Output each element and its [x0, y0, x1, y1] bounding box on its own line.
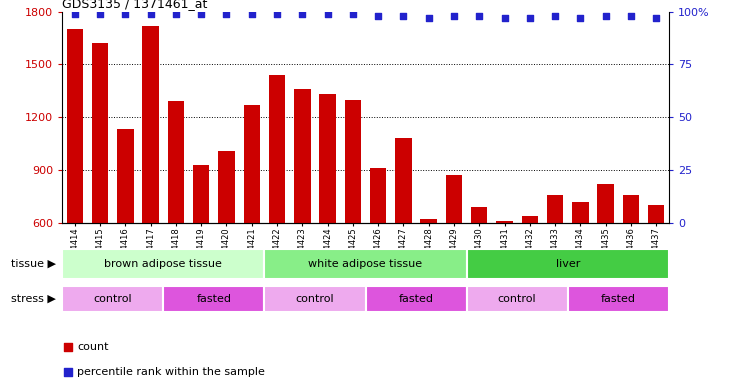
- Bar: [466, 286, 568, 311]
- Bar: [294, 89, 311, 223]
- Text: brown adipose tissue: brown adipose tissue: [105, 259, 222, 269]
- Bar: [648, 205, 664, 223]
- Text: stress ▶: stress ▶: [11, 293, 56, 304]
- Point: [221, 10, 232, 17]
- Text: control: control: [94, 293, 132, 304]
- Bar: [193, 165, 209, 223]
- Point: [271, 10, 283, 17]
- Bar: [163, 286, 265, 311]
- Point: [145, 10, 156, 17]
- Bar: [420, 219, 437, 223]
- Text: white adipose tissue: white adipose tissue: [308, 259, 423, 269]
- Bar: [265, 286, 366, 311]
- Point: [170, 10, 182, 17]
- Point: [448, 13, 460, 19]
- Bar: [568, 286, 669, 311]
- Point: [414, 243, 426, 249]
- Bar: [319, 94, 336, 223]
- Bar: [269, 75, 285, 223]
- Point: [69, 10, 80, 17]
- Bar: [117, 129, 134, 223]
- Bar: [370, 168, 387, 223]
- Bar: [623, 195, 639, 223]
- Bar: [496, 221, 512, 223]
- Text: fasted: fasted: [398, 293, 433, 304]
- Point: [575, 15, 586, 21]
- Bar: [597, 184, 614, 223]
- Bar: [547, 195, 564, 223]
- Point: [347, 10, 359, 17]
- Bar: [167, 101, 184, 223]
- Bar: [522, 216, 538, 223]
- Bar: [344, 99, 361, 223]
- Bar: [471, 207, 488, 223]
- Point: [600, 13, 612, 19]
- Text: GDS3135 / 1371461_at: GDS3135 / 1371461_at: [62, 0, 208, 10]
- Bar: [395, 138, 412, 223]
- Point: [94, 10, 106, 17]
- Point: [246, 10, 257, 17]
- Bar: [219, 151, 235, 223]
- Point: [414, 16, 426, 22]
- Bar: [572, 202, 588, 223]
- Bar: [62, 286, 163, 311]
- Point: [297, 10, 308, 17]
- Bar: [62, 249, 265, 279]
- Point: [499, 15, 510, 21]
- Text: fasted: fasted: [601, 293, 636, 304]
- Bar: [446, 175, 462, 223]
- Point: [372, 13, 384, 19]
- Bar: [67, 29, 83, 223]
- Point: [651, 15, 662, 21]
- Text: control: control: [498, 293, 537, 304]
- Point: [549, 13, 561, 19]
- Bar: [265, 249, 466, 279]
- Text: liver: liver: [556, 259, 580, 269]
- Point: [398, 13, 409, 19]
- Bar: [366, 286, 466, 311]
- Point: [119, 10, 131, 17]
- Bar: [243, 105, 260, 223]
- Point: [625, 13, 637, 19]
- Bar: [466, 249, 669, 279]
- Point: [195, 10, 207, 17]
- Point: [474, 13, 485, 19]
- Text: tissue ▶: tissue ▶: [11, 259, 56, 269]
- Bar: [143, 26, 159, 223]
- Point: [524, 15, 536, 21]
- Text: fasted: fasted: [197, 293, 231, 304]
- Text: control: control: [295, 293, 334, 304]
- Bar: [92, 43, 108, 223]
- Point: [322, 10, 333, 17]
- Text: percentile rank within the sample: percentile rank within the sample: [77, 366, 265, 377]
- Point: [423, 15, 434, 21]
- Text: count: count: [77, 341, 109, 352]
